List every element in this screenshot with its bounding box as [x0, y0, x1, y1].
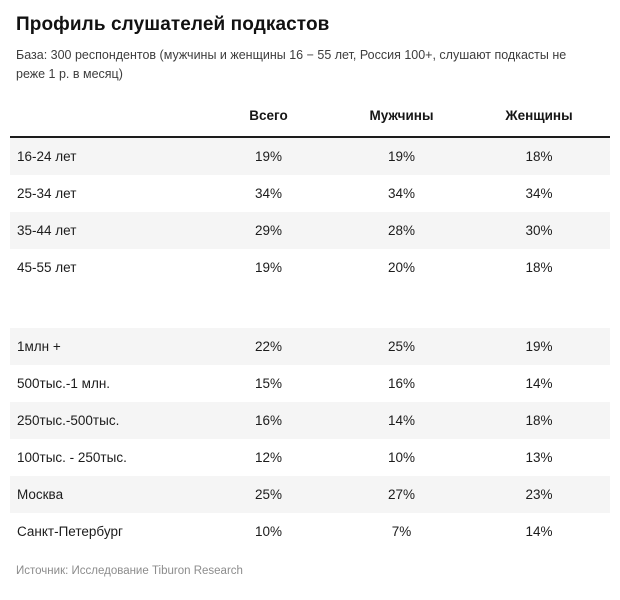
cell-men: 7% — [391, 523, 412, 539]
column-header-men: Мужчины — [335, 99, 468, 138]
profile-table: Всего Мужчины Женщины 16-24 лет 19% 19% … — [10, 99, 610, 550]
sample-description: База: 300 респондентов (мужчины и женщин… — [16, 48, 567, 81]
cell-men: 34% — [387, 185, 416, 201]
cell-women: 19% — [525, 338, 553, 354]
group-spacer-row — [10, 285, 610, 328]
cell-men: 28% — [387, 222, 416, 238]
table-row: 500тыс.-1 млн. 15% 16% 14% — [10, 365, 610, 402]
cell-total: 19% — [254, 259, 283, 275]
cell-women: 14% — [525, 523, 553, 539]
cell-men: 16% — [387, 375, 416, 391]
cell-total: 15% — [254, 375, 283, 391]
cell-total: 10% — [254, 523, 283, 539]
header-row: Всего Мужчины Женщины — [10, 99, 610, 138]
table-row: 1млн + 22% 25% 19% — [10, 327, 610, 365]
cell-men: 20% — [387, 259, 416, 275]
row-label: 16-24 лет — [17, 148, 77, 164]
cell-women: 18% — [525, 259, 553, 275]
source-note: Источник: Исследование Tiburon Research — [16, 564, 243, 577]
cell-men: 19% — [387, 148, 416, 164]
table-row: 45-55 лет 19% 20% 18% — [10, 249, 610, 286]
table-row: 16-24 лет 19% 19% 18% — [10, 136, 610, 175]
cell-total: 34% — [254, 185, 283, 201]
table-row: 25-34 лет 34% 34% 34% — [10, 175, 610, 212]
cell-women: 13% — [525, 449, 553, 465]
row-label: 45-55 лет — [17, 259, 77, 275]
cell-men: 14% — [387, 412, 416, 428]
cell-women: 34% — [525, 185, 553, 201]
column-header-empty — [10, 99, 202, 138]
row-label: 500тыс.-1 млн. — [17, 375, 111, 391]
cell-women: 18% — [525, 148, 553, 164]
column-header-total: Всего — [202, 99, 335, 138]
column-header-women: Женщины — [468, 99, 610, 138]
cell-total: 16% — [254, 412, 283, 428]
cell-women: 30% — [525, 222, 553, 238]
cell-total: 22% — [254, 338, 283, 354]
table-row: Москва 25% 27% 23% — [10, 475, 610, 513]
cell-men: 27% — [387, 486, 416, 502]
row-label: Москва — [17, 486, 64, 502]
cell-total: 12% — [254, 449, 283, 465]
cell-women: 18% — [525, 412, 553, 428]
cell-total: 29% — [254, 222, 283, 238]
cell-women: 14% — [525, 375, 553, 391]
cell-total: 25% — [254, 486, 283, 502]
row-label: 35-44 лет — [17, 222, 77, 238]
row-label: 250тыс.-500тыс. — [17, 412, 120, 428]
row-label: Санкт-Петербург — [17, 523, 123, 539]
table-row: 250тыс.-500тыс. 16% 14% 18% — [10, 401, 610, 439]
cell-women: 23% — [525, 486, 553, 502]
table-row: 100тыс. - 250тыс. 12% 10% 13% — [10, 439, 610, 476]
cell-total: 19% — [254, 148, 283, 164]
table-row: 35-44 лет 29% 28% 30% — [10, 211, 610, 249]
row-label: 1млн + — [17, 338, 61, 354]
cell-men: 10% — [387, 449, 416, 465]
table-row: Санкт-Петербург 10% 7% 14% — [10, 513, 610, 550]
page-title: Профиль слушателей подкастов — [16, 14, 330, 35]
row-label: 100тыс. - 250тыс. — [17, 449, 127, 465]
row-label: 25-34 лет — [17, 185, 77, 201]
cell-men: 25% — [387, 338, 416, 354]
